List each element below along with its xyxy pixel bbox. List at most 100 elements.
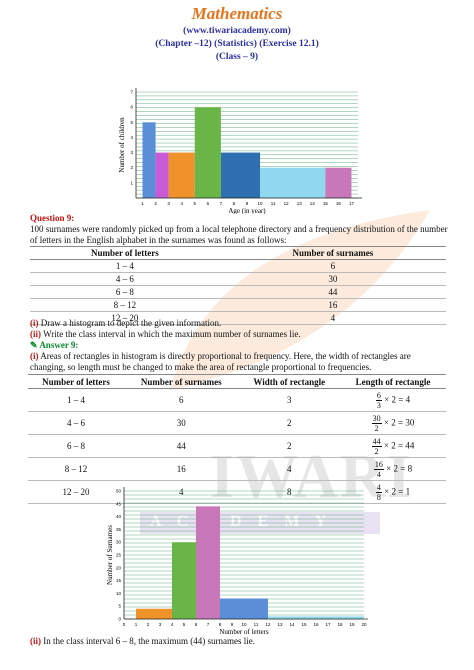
table-row: 8 – 12 16 4 16 4 × 2 = 8: [28, 457, 446, 481]
x-tick-label: 2: [154, 201, 157, 206]
histogram-bar: [136, 608, 172, 619]
cell: 3: [238, 388, 341, 412]
histogram-bar: [142, 122, 156, 198]
table-row: 4 – 6 30: [30, 272, 446, 286]
y-tick-label: 50: [116, 489, 122, 494]
x-tick-label: 1: [141, 201, 144, 206]
y-tick-label: 5: [130, 120, 133, 125]
fraction: 16 4: [373, 459, 384, 479]
length-cell: 30 2 × 2 = 30: [340, 411, 446, 435]
histogram-bar: [172, 542, 196, 619]
x-tick-label: 3: [167, 201, 170, 206]
cell: 4: [219, 311, 446, 325]
x-tick-label: 12: [265, 622, 271, 627]
x-tick-label: 4: [171, 622, 174, 627]
table-row: 4 – 6 30 2 30 2 × 2 = 30: [28, 411, 446, 435]
question-part-i: (i) Draw a histogram to depict the given…: [30, 318, 221, 329]
y-axis-label: Number of Surnames: [106, 525, 114, 585]
length-cell: 44 2 × 2 = 44: [340, 434, 446, 458]
part-text: Draw a histogram to depict the given inf…: [40, 318, 222, 328]
length-result: × 2 = 1: [384, 486, 411, 497]
x-tick-label: 10: [241, 622, 247, 627]
table-row: 6 – 8 44: [30, 285, 446, 299]
cell: 6 – 8: [30, 285, 220, 299]
frequency-table: Number of letters Number of surnames 1 –…: [30, 246, 446, 325]
rectangle-table: Number of letters Number of surnames Wid…: [28, 374, 446, 504]
x-tick-label: 8: [219, 622, 222, 627]
x-tick-label: 17: [349, 201, 355, 206]
x-tick-label: 8: [233, 201, 236, 206]
x-tick-label: 15: [323, 201, 329, 206]
answer-label: Answer 9:: [39, 340, 79, 350]
page-title: Mathematics: [191, 4, 283, 23]
x-tick-label: 12: [284, 201, 290, 206]
part-tag: (i): [30, 351, 39, 361]
cell: 2: [238, 434, 341, 458]
cell: 30: [124, 411, 239, 435]
cell: 16: [124, 457, 239, 481]
table-header: Width of rectangle: [238, 374, 341, 389]
x-tick-label: 13: [277, 622, 283, 627]
denominator: 2: [374, 446, 379, 456]
histogram-bar: [260, 167, 326, 198]
part-text: In the class interval 6 – 8, the maximum…: [43, 636, 255, 646]
histogram-bar: [196, 506, 220, 619]
cell: 6: [219, 259, 446, 273]
table-row: 6 – 8 44 2 44 2 × 2 = 44: [28, 434, 446, 458]
histogram-bar: [220, 598, 268, 619]
cell: 6 – 8: [28, 434, 125, 458]
part-tag: (i): [30, 318, 39, 328]
answer-part-i: (i) Areas of rectangles in histogram is …: [30, 351, 448, 373]
x-tick-label: 3: [159, 622, 162, 627]
x-tick-label: 5: [183, 622, 186, 627]
x-tick-label: 16: [313, 622, 319, 627]
y-tick-label: 7: [130, 90, 133, 95]
cell: 4 – 6: [28, 411, 125, 435]
class-line: (Class – 9): [215, 52, 259, 62]
x-tick-label: 6: [207, 201, 210, 206]
y-tick-label: 4: [130, 135, 133, 140]
cell: 16: [219, 298, 446, 312]
table-header: Length of rectangle: [340, 374, 446, 389]
histogram-bar: [155, 152, 169, 198]
y-tick-label: 30: [116, 540, 122, 545]
cell: 8 – 12: [28, 457, 125, 481]
cell: 1 – 4: [30, 259, 220, 273]
length-result: × 2 = 30: [383, 417, 415, 428]
part-tag: (ii): [30, 636, 41, 646]
table-row: 8 – 12 16: [30, 298, 446, 312]
fraction: 30 2: [371, 414, 382, 433]
x-tick-label: 18: [337, 622, 343, 627]
cell: 8 – 12: [30, 298, 220, 312]
table-header: Number of surnames: [124, 374, 239, 389]
length-result: × 2 = 44: [383, 440, 415, 451]
cell: 12 – 20: [28, 480, 125, 504]
histogram-bar: [168, 152, 195, 198]
cell: 4 – 6: [30, 272, 220, 286]
length-result: × 2 = 4: [384, 394, 411, 405]
cell: 2: [238, 411, 341, 435]
histogram-bar: [194, 107, 221, 198]
part-text: Areas of rectangles in histogram is dire…: [30, 351, 411, 372]
y-tick-label: 0: [118, 617, 121, 622]
cell: 4: [238, 457, 341, 481]
numerator: 44: [371, 436, 382, 447]
question-text: 100 surnames were randomly picked up fro…: [30, 224, 448, 245]
fraction: 44 2: [371, 436, 382, 456]
answer-part-ii: (ii) In the class interval 6 – 8, the ma…: [30, 636, 255, 647]
numerator: 16: [373, 459, 384, 470]
y-tick-label: 2: [130, 165, 133, 170]
length-result: × 2 = 8: [386, 463, 413, 474]
x-tick-label: 1: [135, 622, 138, 627]
x-tick-label: 2: [147, 622, 150, 627]
x-tick-label: 17: [325, 622, 331, 627]
x-tick-label: 16: [336, 201, 342, 206]
pencil-icon: ✎: [30, 340, 38, 350]
